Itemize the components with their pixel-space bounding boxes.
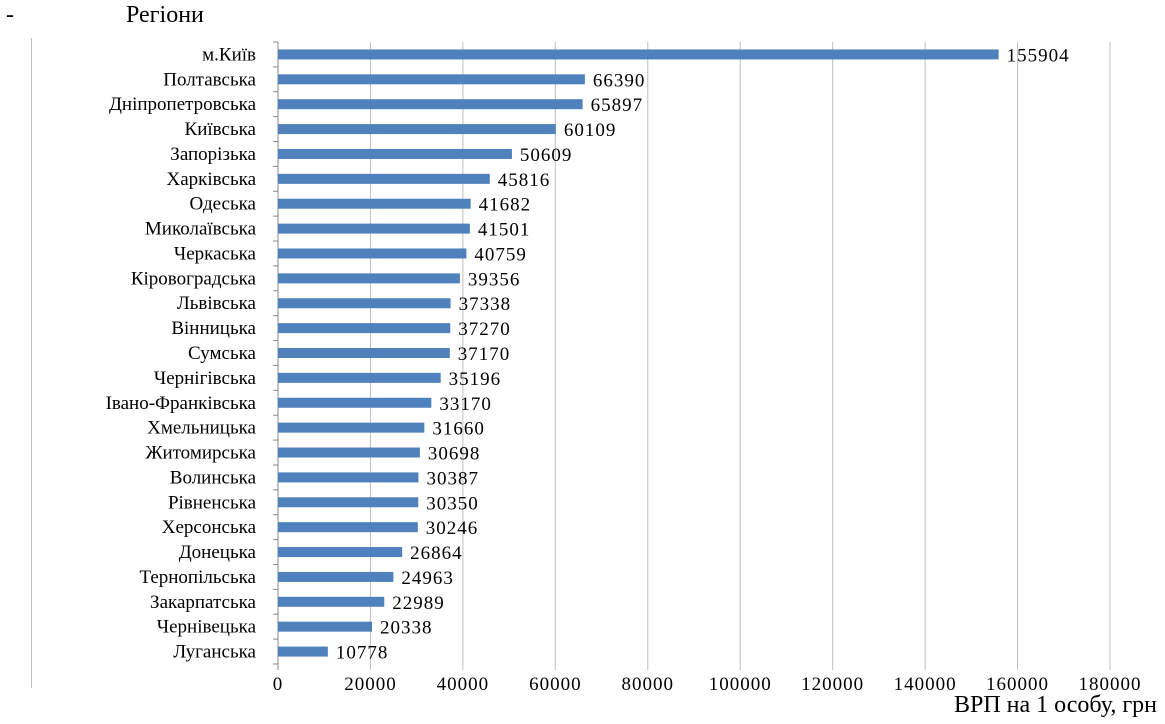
bar	[278, 273, 460, 284]
value-label: 10778	[336, 643, 389, 664]
bar	[278, 571, 394, 582]
category-label: Житомирська	[145, 443, 256, 464]
y-axis-title: - Регіони	[6, 2, 204, 29]
bar	[278, 223, 470, 234]
bar	[278, 348, 450, 358]
bar	[278, 621, 373, 632]
bar	[278, 124, 556, 135]
bar	[278, 522, 418, 533]
bar	[278, 323, 451, 334]
x-axis-title: ВРП на 1 особу, грн	[953, 692, 1157, 718]
x-tick-label: 140000	[894, 674, 957, 695]
category-label: Вінницька	[171, 318, 256, 339]
bar	[278, 49, 999, 60]
value-label: 40759	[474, 244, 527, 265]
category-labels: м.Київ Полтавська Дніпропетровська Київська…	[106, 44, 257, 662]
value-label: 35196	[449, 369, 502, 390]
bar	[278, 646, 328, 657]
value-label: 37170	[458, 344, 511, 365]
bar	[278, 596, 385, 607]
bar	[278, 173, 490, 184]
value-label: 41501	[478, 220, 531, 241]
value-label: 39356	[468, 269, 521, 290]
category-label: Харківська	[167, 169, 257, 190]
category-label: Миколаївська	[145, 219, 257, 240]
bar	[278, 447, 420, 458]
category-label: Полтавська	[163, 69, 256, 90]
bar	[278, 148, 512, 159]
value-label: 60109	[564, 120, 617, 141]
value-label: 45816	[498, 170, 551, 191]
value-label: 37270	[458, 319, 511, 340]
category-label: Волинська	[170, 467, 257, 488]
value-label: 24963	[401, 568, 454, 589]
x-tick-label: 60000	[529, 674, 582, 695]
category-label: Чернігівська	[154, 368, 257, 389]
bar	[278, 372, 441, 383]
bar	[278, 99, 583, 110]
category-label: Київська	[185, 119, 257, 140]
category-label: Івано-Франківська	[106, 393, 257, 414]
bar	[278, 298, 451, 309]
value-label: 37338	[459, 294, 512, 315]
value-label: 30350	[426, 493, 479, 514]
bar	[278, 422, 425, 433]
category-label: м.Київ	[202, 44, 256, 65]
value-label: 50609	[520, 145, 573, 166]
dash-mark: -	[6, 2, 14, 28]
value-label: 20338	[380, 618, 433, 639]
value-label: 33170	[439, 394, 492, 415]
category-label: Львівська	[177, 293, 257, 314]
category-label: Чернівецька	[157, 617, 257, 638]
x-tick-label: 160000	[986, 674, 1049, 695]
x-tick-label: 80000	[622, 674, 675, 695]
category-label: Дніпропетровська	[109, 94, 257, 115]
category-label: Одеська	[189, 194, 256, 215]
category-label: Черкаська	[174, 243, 257, 264]
category-label: Тернопільська	[139, 567, 256, 588]
category-label: Рівненська	[168, 492, 257, 513]
category-label: Луганська	[173, 642, 256, 663]
category-label: Херсонська	[162, 517, 257, 538]
bar	[278, 497, 419, 508]
value-label: 30246	[426, 518, 479, 539]
category-label: Кіровоградська	[131, 268, 257, 289]
bar	[278, 547, 403, 558]
category-label: Запорізька	[170, 144, 256, 165]
value-label: 65897	[591, 95, 644, 116]
value-label: 30698	[428, 444, 481, 465]
regions-label: Регіони	[126, 2, 204, 28]
category-label: Сумська	[188, 343, 257, 364]
frame-line	[31, 38, 32, 688]
bar	[278, 198, 471, 209]
category-label: Хмельницька	[147, 418, 256, 439]
category-label: Донецька	[179, 542, 257, 563]
x-tick-label: 40000	[437, 674, 490, 695]
x-tick-label: 100000	[709, 674, 772, 695]
value-label: 66390	[593, 70, 646, 91]
x-tick-label: 0	[273, 674, 284, 695]
bars	[278, 49, 999, 657]
value-label: 155904	[1007, 45, 1070, 66]
x-tick-labels: 0 20000 40000 60000 80000 100000 120000 140000 1…	[273, 674, 1142, 695]
bar	[278, 74, 585, 85]
value-label: 30387	[426, 468, 479, 489]
x-tick-label: 180000	[1079, 674, 1142, 695]
value-label: 41682	[479, 195, 532, 216]
x-tick-label: 120000	[801, 674, 864, 695]
category-label: Закарпатська	[150, 592, 257, 613]
value-labels: 155904 66390 65897 60109 50609 45816 41682 4150…	[336, 45, 1070, 664]
value-label: 31660	[432, 419, 485, 440]
value-label: 26864	[410, 543, 463, 564]
bar	[278, 472, 419, 483]
x-tick-label: 20000	[344, 674, 397, 695]
value-label: 22989	[392, 593, 445, 614]
bar	[278, 248, 467, 259]
bar	[278, 397, 432, 408]
